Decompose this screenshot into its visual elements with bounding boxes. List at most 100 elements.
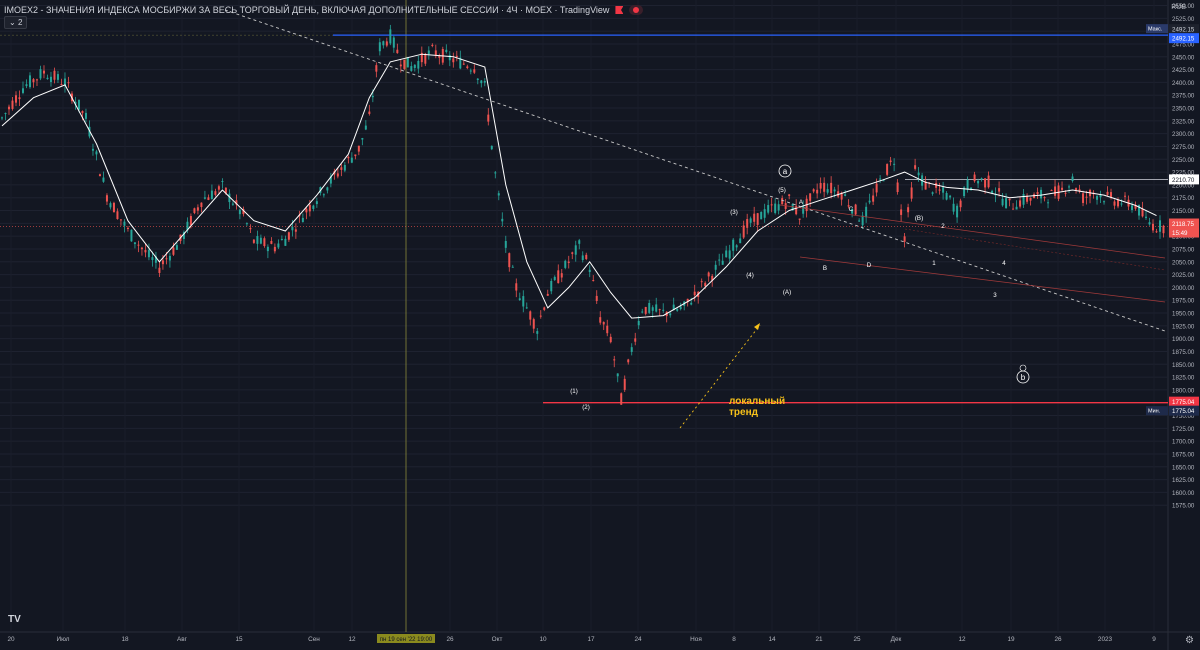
x-axis[interactable]: 20 Июл 18 Авг 15 Сен 12 26 Окт 10 17 24 Ноя 8 14 21 25 Де…	[0, 631, 1200, 643]
candle-body	[60, 84, 63, 86]
candle-body	[116, 211, 119, 219]
x-tick-label: 24	[634, 636, 642, 643]
last-price-tag: 2118.75	[1172, 221, 1194, 228]
candle-body	[476, 78, 479, 80]
y-tick-label: 1700.00	[1172, 439, 1195, 446]
candle-body	[917, 172, 920, 176]
candle-body	[515, 283, 518, 291]
x-tick-label: Сен	[308, 636, 320, 643]
candle-body	[196, 207, 199, 211]
candle-body	[249, 228, 252, 230]
candle-body	[574, 245, 577, 255]
candle-body	[693, 291, 696, 296]
indicators-toggle[interactable]: ⌄ 2	[4, 16, 28, 29]
candle-body	[252, 239, 255, 243]
wave-label: C	[849, 206, 854, 213]
y-axis[interactable]: 2550.002525.002500.002475.002450.002425.…	[1167, 0, 1195, 650]
candle-body	[112, 202, 115, 213]
y-tick-label: 2525.00	[1172, 16, 1195, 23]
candle-body	[844, 194, 847, 196]
y-tick-label: 2150.00	[1172, 208, 1195, 215]
candle-body	[690, 302, 693, 305]
candle-body	[1012, 208, 1015, 210]
gear-icon[interactable]: ⚙	[1185, 635, 1194, 646]
candle-body	[378, 42, 381, 52]
candle-body	[49, 76, 52, 83]
candle-body	[651, 307, 654, 311]
candle-body	[147, 249, 150, 258]
candle-body	[802, 206, 805, 214]
candle-body	[847, 205, 850, 207]
candle-body	[721, 260, 724, 265]
candle-body	[126, 227, 129, 230]
candle-body	[725, 250, 728, 258]
y-tick-label: 2225.00	[1172, 170, 1195, 177]
circled-wave-marker-small	[1019, 364, 1027, 372]
candle-body	[616, 373, 619, 377]
candle-body	[781, 198, 784, 205]
candle-body	[266, 246, 269, 252]
candle-body	[340, 167, 343, 170]
local-trend-label: локальный тренд	[729, 396, 786, 418]
candle-body	[35, 79, 38, 81]
candle-body	[270, 241, 273, 244]
candle-body	[620, 393, 623, 405]
x-tick-label: 19	[1007, 636, 1015, 643]
candle-body	[357, 145, 360, 152]
tradingview-logo-icon[interactable]: TV	[8, 614, 21, 625]
candle-body	[1117, 199, 1120, 207]
min-tag-label: Мин.	[1148, 409, 1161, 415]
candle-body	[644, 307, 647, 314]
candle-body	[998, 188, 1001, 192]
candle-body	[235, 200, 238, 205]
candle-body	[221, 181, 224, 183]
candle-body	[280, 238, 283, 241]
candle-body	[385, 41, 388, 46]
resistance-price-tag: 2210.70	[1172, 177, 1195, 184]
long-trend-line	[224, 9, 1166, 332]
candle-body	[130, 229, 133, 242]
candle-body	[410, 66, 413, 71]
y-tick-label: 2000.00	[1172, 285, 1195, 292]
candle-body	[511, 266, 514, 268]
x-tick-label: 9	[1152, 636, 1156, 643]
min-price-tag-lower: 1775.04	[1172, 408, 1195, 415]
x-tick-label: 12	[348, 636, 356, 643]
candle-body	[1120, 203, 1123, 205]
candle-body	[214, 191, 217, 195]
candle-body	[641, 311, 644, 313]
candle-body	[420, 52, 423, 63]
max-tag-label: Макс.	[1148, 27, 1163, 33]
candle-body	[1103, 201, 1106, 203]
candle-body	[1061, 187, 1064, 190]
wave-labels: (1) (2) (3) (4) (5) (A) A B C D (B) 1 2 3 4 a b	[570, 164, 1030, 411]
crosshair-x-tag	[377, 634, 435, 643]
candle-body	[546, 293, 549, 296]
candle-body	[494, 172, 497, 174]
wave-label: D	[867, 262, 872, 269]
candle-body	[312, 205, 315, 209]
candle-body	[756, 213, 759, 225]
candle-body	[1159, 220, 1162, 232]
countdown-tag: 15:49	[1172, 230, 1188, 237]
y-tick-label: 1625.00	[1172, 477, 1195, 484]
currency-label[interactable]: RUB	[1171, 4, 1186, 11]
candle-body	[599, 317, 602, 323]
candle-body	[637, 320, 640, 326]
candle-body	[672, 304, 675, 311]
flag-icon[interactable]	[615, 6, 624, 14]
candle-body	[718, 259, 721, 261]
candle-body	[175, 245, 178, 250]
candle-body	[158, 267, 161, 273]
candle-body	[455, 55, 458, 58]
candle-body	[571, 252, 574, 254]
candle-body	[851, 208, 854, 214]
candle-body	[1005, 198, 1008, 209]
candle-body	[1043, 197, 1046, 199]
record-icon[interactable]	[629, 5, 644, 15]
candle-body	[63, 78, 66, 86]
candle-body	[1040, 189, 1043, 199]
candle-body	[273, 246, 276, 252]
x-tick-label: 15	[235, 636, 243, 643]
